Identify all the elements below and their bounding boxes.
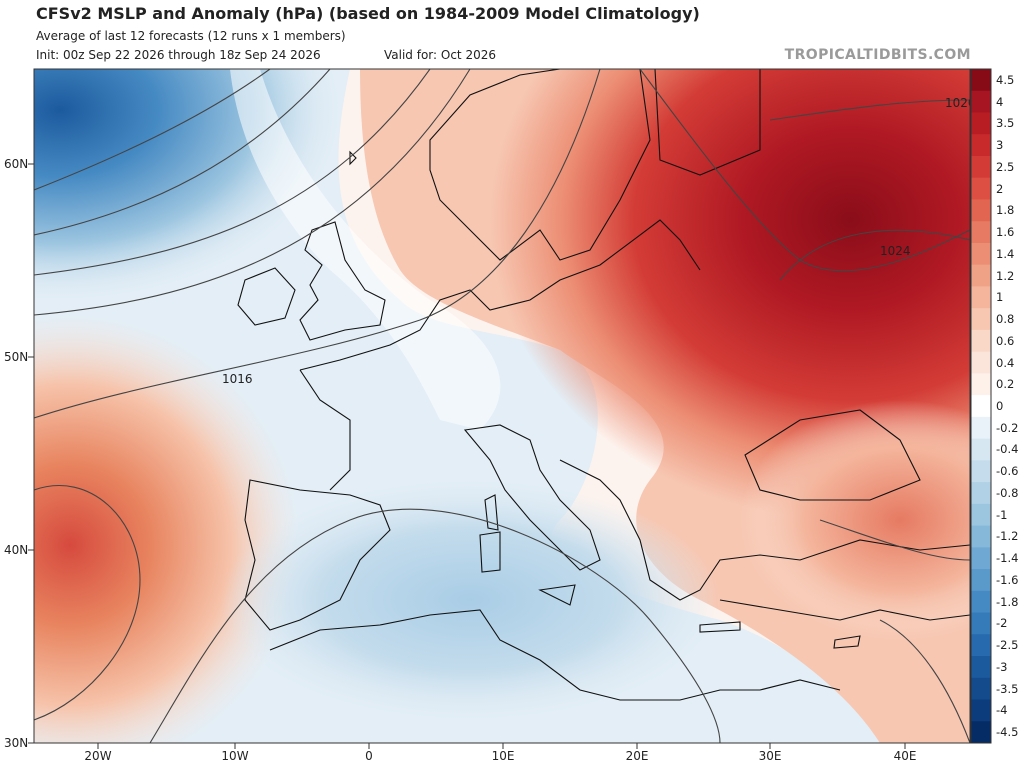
valid-time: Valid for: Oct 2026	[384, 48, 496, 62]
axis-ticks	[28, 163, 906, 749]
colorbar-label: 0.4	[996, 355, 1015, 370]
colorbar-swatch	[971, 438, 991, 461]
colorbar-swatch	[971, 395, 991, 418]
lat-label-30n: 30N	[4, 736, 28, 750]
colorbar-swatch	[971, 373, 991, 396]
colorbar-swatch	[971, 482, 991, 505]
colorbar-swatch	[971, 416, 991, 440]
colorbar-swatch	[971, 264, 991, 287]
lon-label-20e: 20E	[626, 749, 649, 763]
lon-label-0: 0	[365, 749, 373, 763]
colorbar-label: 3	[996, 138, 1004, 153]
colorbar-label: 0.6	[996, 333, 1015, 348]
isobars	[34, 69, 970, 743]
colorbar-swatch	[971, 569, 991, 592]
colorbar-label: -2	[996, 616, 1008, 631]
colorbar-swatch	[971, 547, 991, 570]
mediterranean-low-anomaly	[220, 480, 720, 720]
init-time: Init: 00z Sep 22 2026 through 18z Sep 24…	[36, 48, 321, 62]
isobar-label-1016: 1016	[222, 372, 253, 386]
colorbar-swatch	[971, 286, 991, 309]
colorbar-label: 0.8	[996, 312, 1015, 327]
colorbar-label: -1.6	[996, 572, 1019, 587]
colorbar-label: 0.2	[996, 377, 1015, 392]
isobar-label-1024: 1024	[880, 244, 911, 258]
colorbar-swatch	[971, 177, 991, 200]
colorbar-label: -0.2	[996, 420, 1019, 435]
colorbar-label: -4	[996, 703, 1008, 718]
lon-label-10w: 10W	[221, 749, 248, 763]
colorbar-label: 4	[996, 94, 1004, 109]
colorbar-swatch	[971, 242, 991, 266]
colorbar-swatch	[971, 634, 991, 657]
colorbar-swatch	[971, 503, 991, 527]
map-title: CFSv2 MSLP and Anomaly (hPa) (based on 1…	[36, 4, 700, 23]
map-frame	[33, 68, 971, 744]
lon-label-20w: 20W	[84, 749, 111, 763]
colorbar-label: 2	[996, 181, 1004, 196]
isobar-label-1020: 1020	[945, 96, 976, 110]
colorbar-swatch	[971, 329, 991, 353]
coastlines	[237, 69, 970, 701]
colorbar-swatch	[971, 525, 991, 548]
colorbar-swatch	[971, 351, 991, 374]
colorbar-swatch	[971, 199, 991, 222]
colorbar-label: -0.4	[996, 442, 1019, 457]
colorbar-swatch	[971, 90, 991, 113]
colorbar-label: -3	[996, 659, 1008, 674]
colorbar-swatch	[971, 590, 991, 614]
colorbar-label: -2.5	[996, 638, 1019, 653]
colorbar-label: 2.5	[996, 159, 1015, 174]
colorbar	[970, 68, 992, 744]
colorbar-label: -1.8	[996, 594, 1019, 609]
colorbar-swatch	[971, 612, 991, 635]
lat-label-60n: 60N	[4, 157, 28, 171]
colorbar-swatch	[971, 656, 991, 679]
colorbar-swatch	[971, 308, 991, 331]
colorbar-frame	[970, 68, 992, 744]
lon-label-30e: 30E	[759, 749, 782, 763]
colorbar-swatch	[971, 112, 991, 135]
lon-label-40e: 40E	[894, 749, 917, 763]
map-subtitle: Average of last 12 forecasts (12 runs x …	[36, 29, 346, 43]
colorbar-label: 0	[996, 399, 1004, 413]
colorbar-swatch	[971, 134, 991, 157]
colorbar-label: -4.5	[996, 725, 1019, 740]
colorbar-label: 1.6	[996, 225, 1015, 240]
eastern-med-high-anomaly	[740, 400, 970, 640]
colorbar-swatch	[971, 69, 991, 92]
colorbar-swatch	[971, 677, 991, 701]
colorbar-swatch	[971, 155, 991, 179]
colorbar-label: -0.6	[996, 464, 1019, 479]
colorbar-label: -1.4	[996, 551, 1019, 566]
colorbar-swatch	[971, 721, 991, 744]
lat-label-50n: 50N	[4, 350, 28, 364]
colorbar-swatch	[971, 221, 991, 244]
colorbar-label: -0.8	[996, 485, 1019, 500]
colorbar-label: 1.2	[996, 268, 1015, 283]
brand-watermark: TROPICALTIDBITS.COM	[784, 47, 971, 63]
colorbar-label: 4.5	[996, 72, 1015, 87]
colorbar-label: -1.2	[996, 529, 1019, 544]
colorbar-swatch	[971, 699, 991, 722]
colorbar-label: 1.4	[996, 246, 1015, 261]
colorbar-label: -1	[996, 507, 1008, 522]
colorbar-label: 3.5	[996, 116, 1015, 131]
colorbar-label: -3.5	[996, 681, 1019, 696]
lat-label-40n: 40N	[4, 543, 28, 557]
colorbar-label: 1.8	[996, 203, 1015, 218]
colorbar-label: 1	[996, 290, 1004, 305]
colorbar-swatch	[971, 460, 991, 483]
lon-label-10e: 10E	[492, 749, 515, 763]
